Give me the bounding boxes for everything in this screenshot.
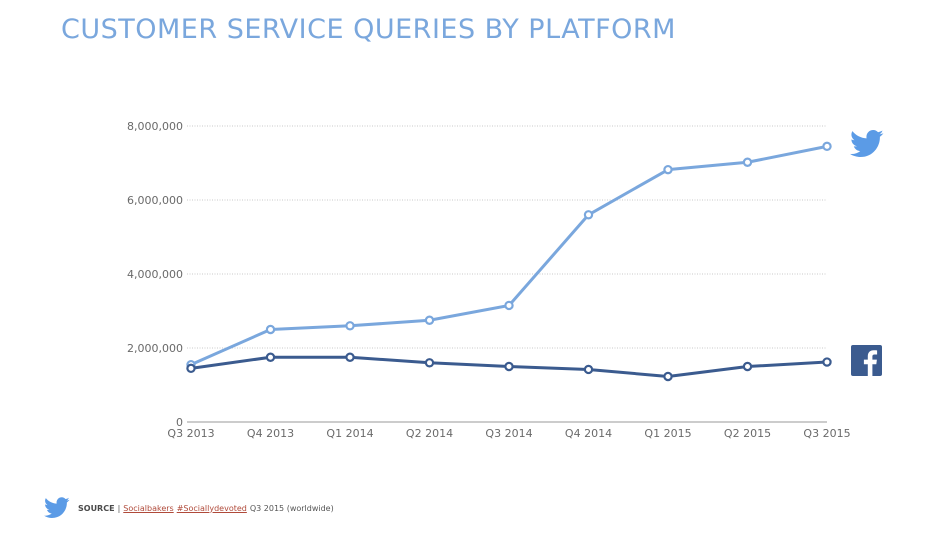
twitter-bird-icon: [850, 129, 884, 158]
y-tick-label: 2,000,000: [127, 342, 183, 355]
data-point: [822, 357, 832, 367]
data-point: [424, 315, 435, 325]
series-facebook-f: [186, 352, 832, 382]
facebook-f-icon: [851, 345, 882, 376]
gridlines: [187, 125, 827, 423]
series-lines: [186, 141, 832, 382]
y-tick-label: 0: [176, 416, 183, 429]
y-tick-label: 4,000,000: [127, 268, 183, 281]
data-point: [504, 361, 514, 372]
series-twitter-bird: [186, 141, 832, 370]
x-tick-label: Q2 2014: [406, 427, 453, 440]
x-tick-label: Q1 2014: [326, 427, 373, 440]
data-point: [265, 324, 276, 335]
source-note: Q3 2015 (worldwide): [249, 503, 334, 513]
x-tick-label: Q1 2015: [644, 427, 691, 440]
series-line: [190, 144, 828, 367]
sociallydevoted-link[interactable]: #Sociallydevoted: [176, 503, 247, 513]
y-tick-label: 6,000,000: [127, 194, 183, 207]
data-point: [504, 300, 514, 311]
twitter-bird-icon: [44, 497, 70, 518]
data-point: [265, 352, 276, 362]
data-point: [663, 371, 673, 382]
x-tick-label: Q4 2013: [247, 427, 294, 440]
y-tick-label: 8,000,000: [127, 120, 183, 133]
data-point: [186, 363, 196, 374]
x-tick-label: Q3 2015: [803, 427, 850, 440]
x-tick-label: Q4 2014: [565, 427, 612, 440]
x-axis-tick-labels: Q3 2013 Q4 2013 Q1 2014 Q2 2014 Q3 2014 Q4 20…: [167, 427, 850, 440]
source-label: SOURCE: [78, 503, 115, 513]
data-point: [583, 364, 594, 375]
data-point: [345, 352, 355, 362]
socialbakers-link[interactable]: Socialbakers: [123, 503, 174, 513]
x-tick-label: Q3 2013: [167, 427, 214, 440]
chart-title: CUSTOMER SERVICE QUERIES BY PLATFORM: [61, 14, 676, 45]
data-point: [424, 358, 435, 368]
x-tick-label: Q2 2015: [724, 427, 771, 440]
data-point: [742, 361, 753, 372]
y-axis-tick-labels: 0 2,000,000 4,000,000 6,000,000 8,000,000: [127, 120, 183, 429]
data-point: [345, 321, 355, 331]
data-point: [822, 141, 832, 152]
data-point: [583, 210, 594, 220]
data-point: [742, 157, 753, 167]
source-footer: SOURCE | Socialbakers #Sociallydevoted Q…: [44, 496, 334, 520]
data-point: [663, 164, 673, 175]
source-separator: |: [117, 503, 121, 513]
x-tick-label: Q3 2014: [485, 427, 532, 440]
